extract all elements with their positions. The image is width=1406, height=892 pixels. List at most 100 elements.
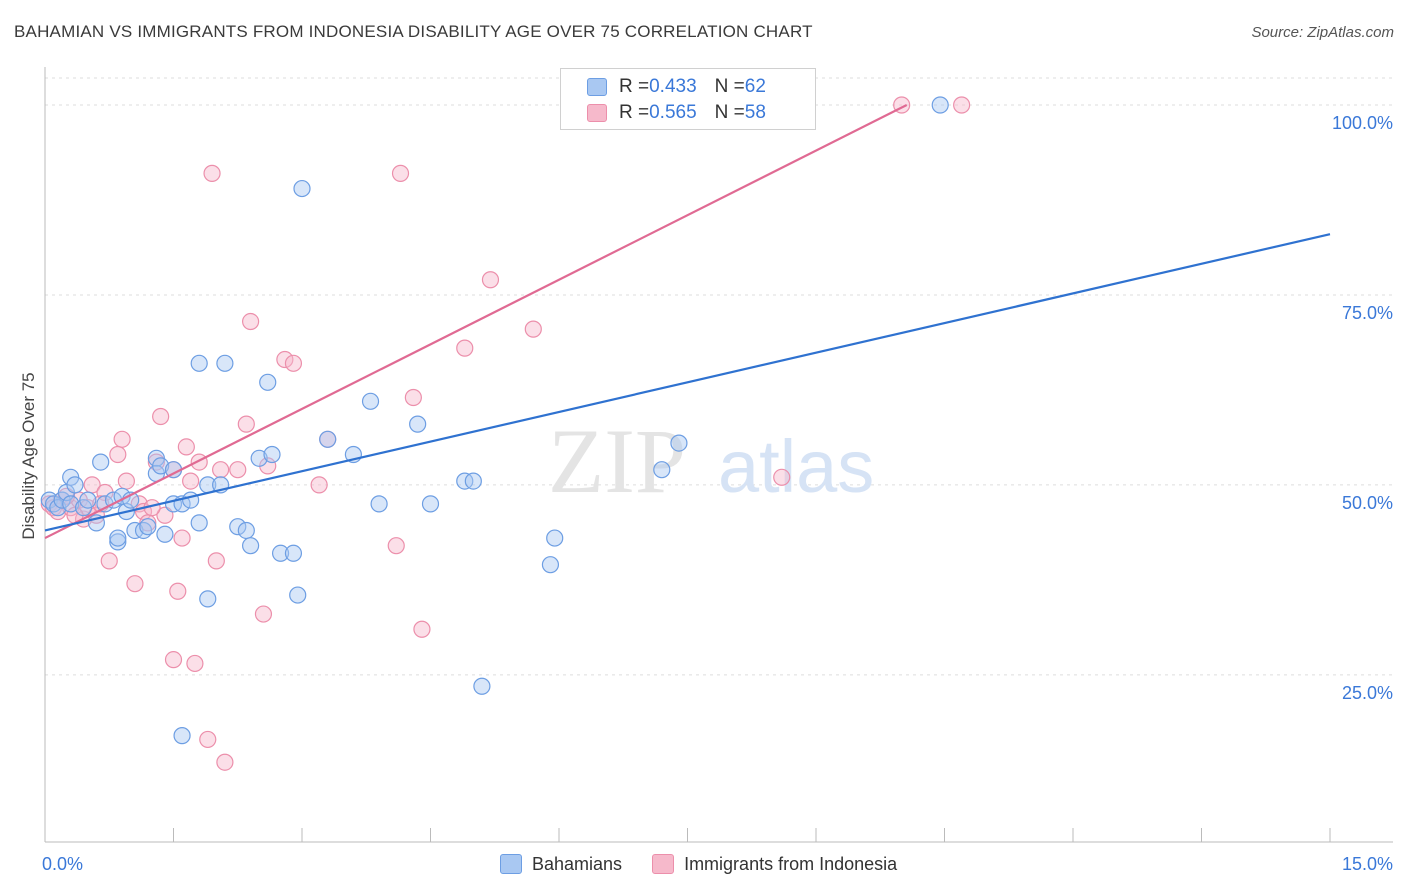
point-indonesia [173,529,191,547]
y-axis-label: Disability Age Over 75 [19,372,38,539]
stats-r-value: 0.433 [649,76,697,97]
axis-layer [44,67,1393,843]
point-bahamians [361,392,380,410]
point-bahamians [271,544,290,562]
point-bahamians [66,476,84,494]
point-bahamians [250,449,268,467]
stats-r-label: R = [619,76,650,97]
stats-n-value: 58 [744,102,766,123]
point-bahamians [139,518,157,536]
stats-swatch-indonesia [587,104,607,122]
point-indonesia [199,730,217,749]
stats-n-label: N = [714,102,745,123]
stats-r-value: 0.565 [649,102,697,123]
point-bahamians [92,453,110,471]
point-indonesia [242,312,260,331]
legend-item-bahamians[interactable]: Bahamians [500,854,622,875]
point-bahamians [242,537,260,555]
point-bahamians [653,461,671,479]
watermark: ZIP atlas [548,410,874,512]
point-indonesia [156,506,174,524]
point-bahamians [109,533,127,551]
point-bahamians [156,525,174,543]
stats-n-value: 62 [744,76,766,97]
point-indonesia [284,354,303,372]
point-bahamians [259,373,277,391]
point-indonesia [109,445,127,464]
x-tick-label: 0.0% [42,854,83,874]
point-indonesia [237,415,255,433]
point-indonesia [254,605,273,623]
chart-title: BAHAMIAN VS IMMIGRANTS FROM INDONESIA DI… [14,22,813,41]
point-bahamians [464,472,482,490]
stats-swatch-bahamians [587,78,607,96]
point-bahamians [190,354,208,372]
point-bahamians [421,495,440,513]
point-bahamians [931,96,949,114]
point-bahamians [541,556,560,574]
legend-swatch-indonesia [652,854,675,874]
point-bahamians [173,727,191,745]
point-bahamians [670,434,688,452]
y-tick-label: 25.0% [1342,683,1393,703]
point-indonesia [169,582,187,600]
stats-row-bahamians: R = 0.433 N = 62 [587,74,766,100]
point-bahamians [546,529,564,547]
legend-swatch-bahamians [500,854,522,874]
point-indonesia [177,438,195,456]
point-bahamians [293,179,311,198]
series-bahamians-points [40,96,949,745]
point-indonesia [387,537,405,555]
point-indonesia [182,472,200,490]
trend-lines [44,104,1331,540]
point-indonesia [456,339,474,357]
point-indonesia [152,407,170,426]
point-bahamians [263,445,281,464]
point-indonesia [229,461,247,479]
y-tick-label: 50.0% [1342,493,1393,513]
point-bahamians [109,529,127,547]
source-label: Source: ZipAtlas.com [1251,24,1394,41]
legend-label-indonesia: Immigrants from Indonesia [684,853,898,874]
point-bahamians [62,495,80,513]
x-tick-label: 15.0% [1342,854,1393,874]
legend-label-bahamians: Bahamians [532,853,623,874]
point-bahamians [289,586,307,604]
watermark-atlas: atlas [718,425,874,508]
point-indonesia [391,164,410,182]
point-indonesia [481,271,500,289]
point-bahamians [79,491,97,509]
point-indonesia [413,620,431,638]
point-indonesia [207,552,225,570]
point-indonesia [164,651,183,669]
point-bahamians [237,521,255,540]
legend-item-indonesia[interactable]: Immigrants from Indonesia [652,854,897,875]
point-indonesia [117,472,135,490]
point-bahamians [284,544,303,562]
point-bahamians [216,354,234,372]
point-indonesia [524,320,542,338]
stats-r-label: R = [619,102,650,123]
point-indonesia [404,388,422,407]
point-indonesia [186,654,204,673]
grid-layer [45,77,1393,676]
watermark-zip: ZIP [548,410,686,512]
bottom-legend: Bahamians Immigrants from Indonesia [500,850,927,878]
stats-row-indonesia: R = 0.565 N = 58 [587,100,766,126]
point-indonesia [953,96,971,114]
point-bahamians [190,514,208,532]
point-bahamians [370,495,388,513]
y-tick-label: 75.0% [1342,303,1393,323]
y-tick-label: 100.0% [1332,113,1393,133]
stats-n-label: N = [714,76,745,97]
point-bahamians [319,430,337,448]
point-bahamians [199,590,217,608]
stats-legend: R = 0.433 N = 62 R = 0.565 N = 58 [560,68,816,130]
point-indonesia [212,461,230,479]
point-indonesia [276,350,294,369]
point-indonesia [310,476,328,494]
point-indonesia [203,164,221,182]
point-bahamians [229,518,247,536]
point-indonesia [773,468,791,486]
